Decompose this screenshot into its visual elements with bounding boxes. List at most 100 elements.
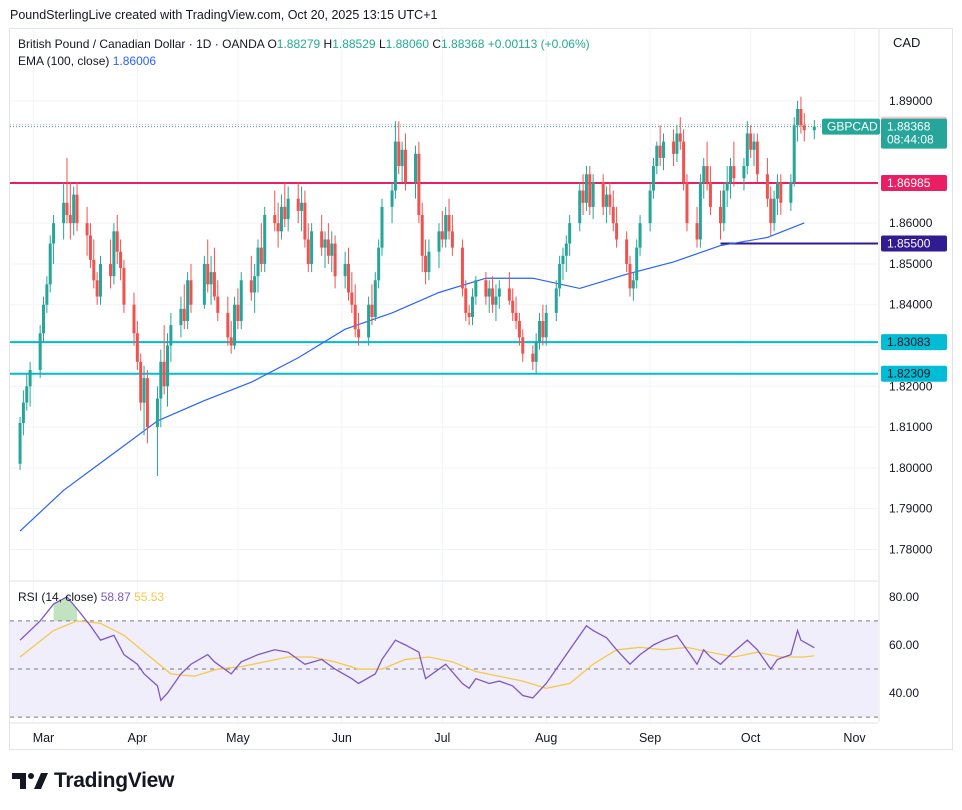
candle-body	[625, 239, 629, 264]
candle-body	[85, 223, 89, 236]
price-label-text: 1.82309	[887, 367, 931, 381]
candle-body	[346, 263, 350, 293]
candle-body	[437, 231, 441, 252]
candle-body	[507, 288, 511, 301]
rsi-value: 58.87	[100, 590, 131, 604]
ema-value: 1.86006	[112, 54, 157, 68]
candle-body	[682, 141, 686, 183]
candle-body	[581, 190, 585, 203]
candle-body	[132, 304, 136, 334]
candle-body	[568, 223, 572, 244]
price-label-box	[881, 174, 947, 191]
candle-body	[601, 182, 605, 207]
candle-body	[155, 398, 159, 428]
price-tick-label: 1.84000	[889, 298, 933, 312]
time-tick-label: Aug	[535, 731, 557, 745]
candle-body	[517, 321, 521, 338]
candle-body	[276, 223, 280, 232]
candle-body	[68, 215, 72, 224]
candle-body	[72, 194, 76, 224]
candle-body	[796, 108, 800, 126]
candle-body	[511, 300, 515, 313]
candle-body	[611, 206, 615, 224]
time-tick-label: Mar	[33, 731, 55, 745]
price-tick-label: 1.86000	[889, 216, 933, 230]
candle-body	[216, 296, 220, 313]
rsi-label[interactable]: RSI (14, close)	[18, 590, 98, 604]
price-tick-label: 1.78000	[889, 542, 933, 556]
ema-label[interactable]: EMA (100, close)	[18, 54, 110, 68]
candle-body	[286, 198, 290, 220]
candle-body	[45, 284, 49, 305]
candle-body	[544, 312, 548, 338]
price-label-text: 1.88368	[887, 120, 931, 134]
candle-body	[420, 215, 424, 256]
candle-body	[554, 288, 558, 313]
candle-body	[88, 235, 92, 260]
candle-body	[310, 231, 314, 264]
candle-body	[775, 182, 779, 199]
candle-body	[789, 182, 793, 203]
candle-body	[202, 263, 206, 305]
candle-body	[648, 190, 652, 224]
candle-body	[279, 206, 283, 232]
candle-body	[28, 369, 32, 387]
candle-body	[658, 145, 662, 158]
candle-body	[296, 198, 300, 211]
symbol-title[interactable]: British Pound / Canadian Dollar · 1D · O…	[18, 37, 265, 51]
countdown-text: 08:44:08	[887, 133, 934, 147]
candle-body	[353, 304, 357, 330]
candle-body	[812, 126, 816, 131]
candle-body	[732, 166, 736, 179]
candle-body	[615, 223, 619, 240]
candles	[18, 96, 816, 477]
candle-body	[564, 243, 568, 256]
candle-body	[672, 141, 676, 154]
price-tick-label: 1.81000	[889, 420, 933, 434]
candle-body	[256, 247, 260, 277]
candle-body	[370, 304, 374, 317]
price-tick-label: 1.89000	[889, 94, 933, 108]
price-label-text: 1.85500	[887, 237, 931, 251]
ema-100-line	[19, 222, 805, 532]
price-label-text: 1.86985	[887, 176, 931, 190]
candle-body	[21, 402, 25, 423]
candle-body	[306, 239, 310, 264]
rsi-line	[19, 596, 815, 702]
candle-body	[698, 182, 702, 240]
candle-body	[300, 202, 304, 211]
candle-body	[460, 247, 464, 289]
candle-body	[491, 288, 495, 305]
price-tick-label: 1.79000	[889, 502, 933, 516]
symbol-tag-box	[822, 118, 880, 135]
candle-body	[464, 288, 468, 313]
price-tick-label: 1.80000	[889, 461, 933, 475]
tradingview-logo[interactable]: TradingView	[12, 768, 174, 794]
candle-body	[655, 145, 659, 167]
candle-body	[605, 194, 609, 207]
candle-body	[98, 263, 102, 297]
time-tick-label: Apr	[128, 731, 147, 745]
candle-body	[186, 280, 190, 322]
candle-body	[561, 255, 565, 264]
candle-body	[414, 153, 418, 183]
candle-body	[631, 280, 635, 289]
candle-body	[708, 182, 712, 207]
candle-body	[695, 223, 699, 240]
rsi-legend: RSI (14, close) 58.87 55.53	[18, 590, 164, 604]
tradingview-logo-icon	[12, 773, 48, 789]
candle-body	[588, 174, 592, 207]
candle-body	[65, 202, 69, 216]
candle-body	[417, 153, 421, 216]
rsi-ma-value: 55.53	[134, 590, 165, 604]
rsi-tick-label: 80.00	[889, 590, 919, 604]
candle-body	[18, 422, 22, 464]
candle-body	[755, 141, 759, 175]
currency-button[interactable]: CAD	[893, 35, 921, 50]
candle-body	[357, 329, 361, 338]
chart-frame	[9, 28, 953, 750]
price-label-box	[881, 118, 947, 149]
candle-body	[38, 333, 42, 370]
ema-line	[19, 222, 805, 532]
